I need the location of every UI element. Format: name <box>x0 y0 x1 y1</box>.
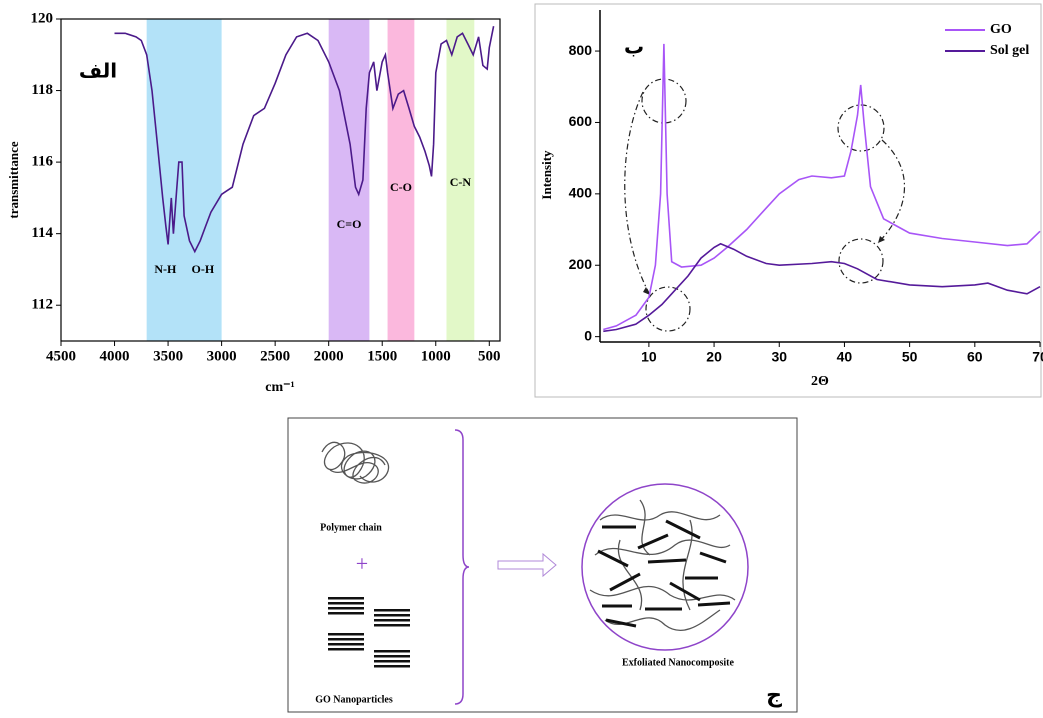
band-label: N-H <box>154 262 177 276</box>
x-tick-label: 70 <box>1032 349 1043 365</box>
x-axis-label: 2Θ <box>811 374 829 389</box>
band-label: C-O <box>390 180 412 194</box>
x-tick-label: 4000 <box>100 348 130 364</box>
x-tick-label: 2500 <box>260 348 290 364</box>
x-tick-label: 10 <box>641 349 657 365</box>
band <box>147 19 222 341</box>
sheets <box>598 521 730 626</box>
y-tick-label: 0 <box>584 327 592 343</box>
x-tick-label: 60 <box>967 349 983 365</box>
polymer-label: Polymer chain <box>320 522 382 533</box>
x-tick-label: 2000 <box>314 348 344 364</box>
legend-label: GO <box>990 22 1012 37</box>
y-tick-label: 118 <box>31 82 53 98</box>
x-tick-label: 500 <box>478 348 501 364</box>
band-label: O-H <box>192 262 215 276</box>
panel-frame <box>535 4 1041 397</box>
panel-label: ب <box>624 35 644 59</box>
x-tick-label: 30 <box>771 349 787 365</box>
y-tick-label: 800 <box>569 42 593 58</box>
go-label: GO Nanoparticles <box>315 694 393 705</box>
x-tick-label: 4500 <box>46 348 76 364</box>
diagram: Polymer chain + GO Nanoparticles Exfolia… <box>288 418 797 712</box>
y-tick-label: 114 <box>31 225 53 241</box>
plus: + <box>356 551 368 576</box>
x-tick-label: 40 <box>837 349 853 365</box>
x-tick-label: 50 <box>902 349 918 365</box>
x-tick-label: 3500 <box>153 348 183 364</box>
band-label: C=O <box>337 217 362 231</box>
arrow <box>498 554 556 576</box>
panel-label: ج <box>766 683 782 708</box>
x-axis-label: cm⁻¹ <box>265 380 294 395</box>
bracket <box>455 430 469 704</box>
panel-label: الف <box>79 59 117 83</box>
y-tick-label: 600 <box>569 113 593 129</box>
figure: Polymer chain + GO Nanoparticles Exfolia… <box>0 0 1043 713</box>
y-tick-label: 120 <box>31 10 54 26</box>
band-label: C-N <box>450 175 472 189</box>
x-tick-label: 20 <box>706 349 722 365</box>
x-tick-label: 3000 <box>207 348 237 364</box>
x-tick-label: 1500 <box>367 348 397 364</box>
y-tick-label: 112 <box>31 297 53 313</box>
y-axis-label: Intensity <box>539 150 554 200</box>
legend-label: Sol gel <box>990 43 1029 58</box>
y-tick-label: 400 <box>569 185 593 201</box>
result-label: Exfoliated Nanocomposite <box>622 657 735 668</box>
go-stacks <box>328 597 410 668</box>
y-tick-label: 116 <box>31 154 53 170</box>
x-tick-label: 1000 <box>421 348 451 364</box>
y-tick-label: 200 <box>569 256 593 272</box>
y-axis-label: transmittance <box>6 141 21 218</box>
xrd-annotations <box>625 79 905 331</box>
